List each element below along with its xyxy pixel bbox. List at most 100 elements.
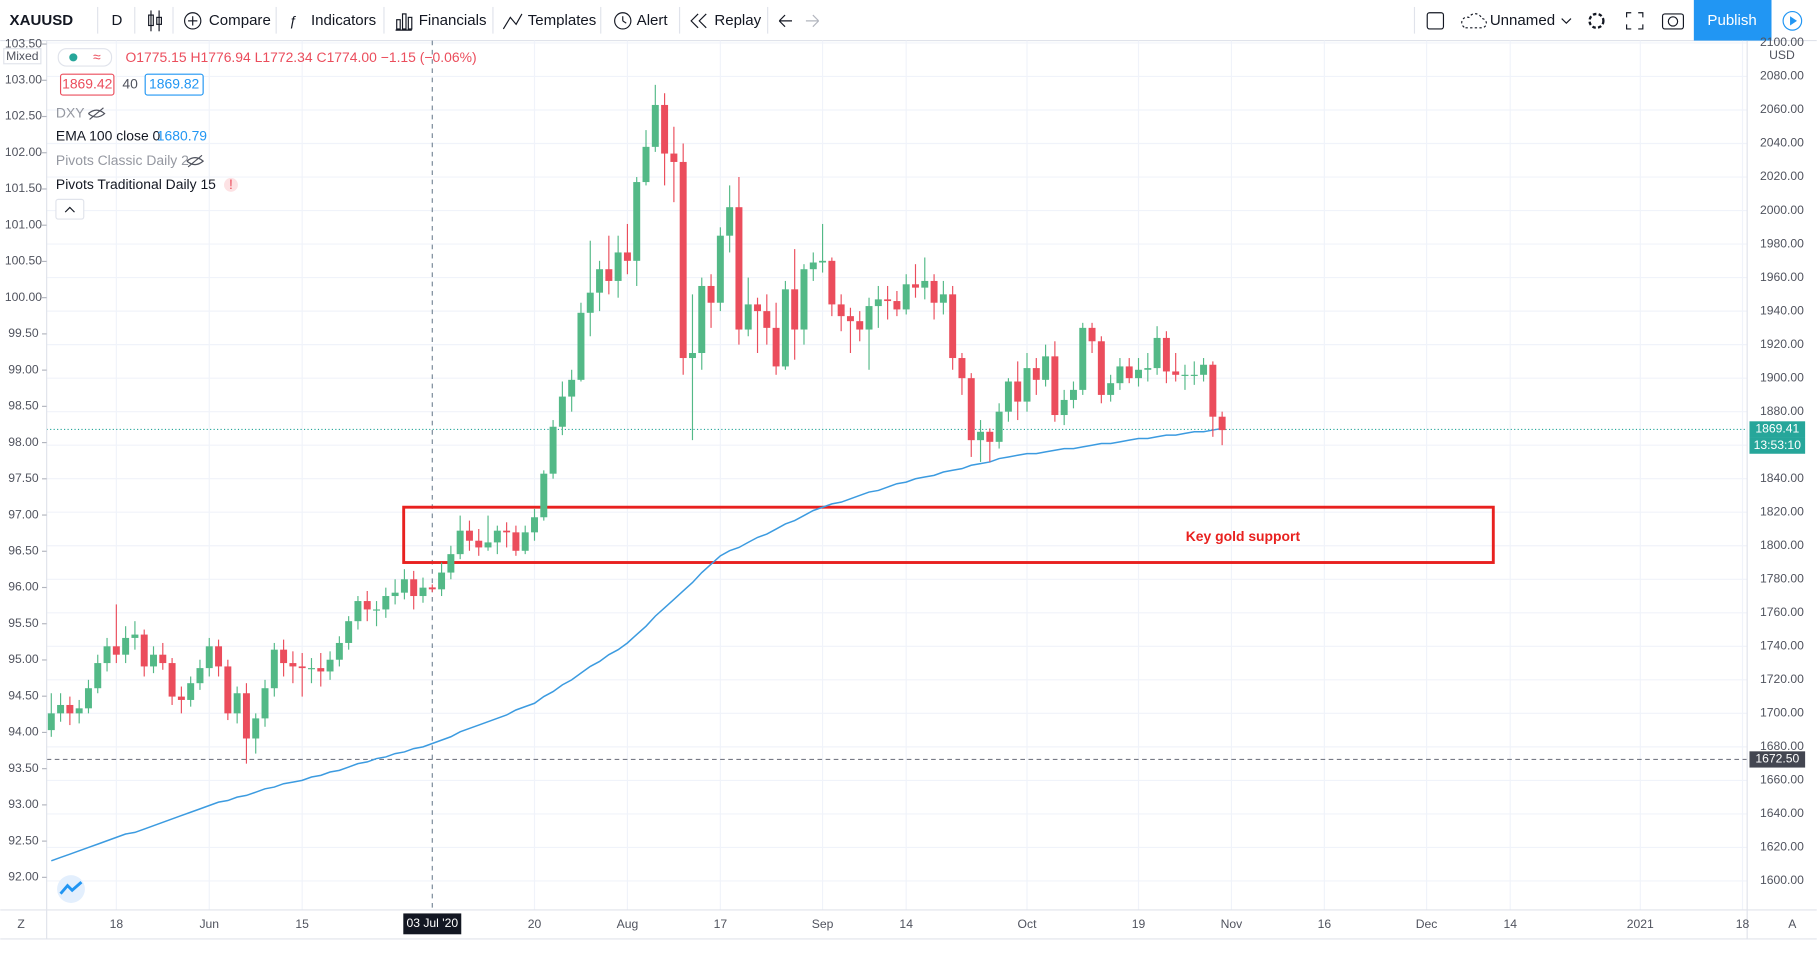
y-tick-label: 1700.00 xyxy=(1760,706,1804,720)
replay-button[interactable]: Replay xyxy=(714,12,761,29)
financials-button[interactable]: Financials xyxy=(419,12,487,29)
templates-button[interactable]: Templates xyxy=(528,12,597,29)
hidden-icon[interactable] xyxy=(88,107,106,120)
y-tick-label: 1800.00 xyxy=(1760,538,1804,552)
y-tick-label: 2060.00 xyxy=(1760,102,1804,116)
alert-label: 1672.50 xyxy=(1755,752,1799,766)
layout-button[interactable] xyxy=(1426,12,1445,30)
candle-body xyxy=(549,426,557,474)
ask[interactable]: 1869.82 xyxy=(149,75,200,91)
chart-style-icon[interactable] xyxy=(148,10,162,32)
candle-body xyxy=(586,292,594,313)
compare-icon[interactable] xyxy=(184,12,202,30)
publish-bg[interactable] xyxy=(1693,0,1772,41)
bid[interactable]: 1869.42 xyxy=(62,75,113,91)
interval[interactable]: D xyxy=(112,12,123,29)
symbol[interactable]: XAUUSD xyxy=(10,12,74,29)
y-tick-label: 1960.00 xyxy=(1760,270,1804,284)
y-tick-label: 1940.00 xyxy=(1760,303,1804,317)
candle-body xyxy=(558,396,566,427)
y-left-tick-label: 96.00 xyxy=(8,580,39,594)
undo-button[interactable] xyxy=(778,14,793,28)
candle-body xyxy=(1125,366,1133,379)
candle-body xyxy=(373,609,381,611)
snapshot-button[interactable] xyxy=(1661,13,1684,30)
y-left-tick-label: 92.00 xyxy=(8,870,39,884)
annotation-box xyxy=(402,505,1495,564)
candle-body xyxy=(308,668,315,670)
candle-body xyxy=(428,587,436,590)
candle-body xyxy=(270,649,278,689)
indicator-ema[interactable]: EMA 100 close 0 xyxy=(56,127,161,143)
candle-body xyxy=(280,649,288,664)
bid-box[interactable] xyxy=(59,73,115,96)
candle-body xyxy=(1162,337,1170,372)
y-left-tick-label: 103.00 xyxy=(5,72,42,86)
candle-body xyxy=(1116,366,1124,384)
left-axis-mode[interactable]: Mixed xyxy=(6,49,38,63)
candle-body xyxy=(493,530,501,543)
indicator-dxy[interactable]: DXY xyxy=(56,104,85,120)
ask-box[interactable] xyxy=(144,73,204,96)
layout-menu[interactable] xyxy=(1561,18,1572,25)
candle-body xyxy=(242,693,250,739)
annotation-text: Key gold support xyxy=(1186,528,1301,544)
collapse-legend[interactable] xyxy=(55,198,85,220)
redo-button[interactable] xyxy=(805,14,820,28)
x-tick-label: 18 xyxy=(110,917,124,931)
candle-body xyxy=(651,104,659,147)
y-left-tick-label: 93.00 xyxy=(8,797,39,811)
indicator-pivots-classic[interactable]: Pivots Classic Daily 2 xyxy=(56,152,189,168)
publish-button[interactable]: Publish xyxy=(1707,12,1756,29)
stream-button[interactable] xyxy=(1782,11,1803,31)
candle-body xyxy=(930,280,938,303)
alert-icon[interactable] xyxy=(614,12,632,30)
templates-icon[interactable] xyxy=(502,13,523,30)
alert-button[interactable]: Alert xyxy=(637,12,669,29)
candle-body xyxy=(846,316,854,322)
spread: 40 xyxy=(122,75,138,91)
scale-left-button[interactable]: Z xyxy=(17,917,25,931)
replay-icon[interactable] xyxy=(690,13,707,29)
candle-body xyxy=(465,530,473,541)
candle-body xyxy=(744,304,752,330)
candle-body xyxy=(57,704,65,714)
mode-box[interactable] xyxy=(3,48,42,65)
x-tick-label: 16 xyxy=(1318,917,1332,931)
settings-button[interactable] xyxy=(1588,12,1605,29)
y-left-tick-label: 98.50 xyxy=(8,399,39,413)
candle-body xyxy=(874,299,882,307)
hidden-icon[interactable] xyxy=(186,154,205,168)
tv-logo[interactable] xyxy=(57,875,85,903)
candle-body xyxy=(159,654,167,664)
candle-body xyxy=(986,431,994,442)
indicator-pivots-traditional[interactable]: Pivots Traditional Daily 15 xyxy=(56,176,216,192)
candle-body xyxy=(503,530,511,533)
y-tick-label: 1660.00 xyxy=(1760,773,1804,787)
fullscreen-button[interactable] xyxy=(1626,12,1644,30)
financials-icon[interactable] xyxy=(395,13,413,31)
y-left-tick-label: 94.00 xyxy=(8,725,39,739)
candle-body xyxy=(623,252,631,261)
candle-body xyxy=(642,146,650,183)
candle-body xyxy=(614,252,622,281)
layout-name[interactable]: Unnamed xyxy=(1490,12,1555,29)
auto-scale-button[interactable]: A xyxy=(1788,917,1797,931)
candle-body xyxy=(521,532,529,551)
y-tick-label: 2100.00 xyxy=(1760,35,1804,49)
countdown-label: 13:53:10 xyxy=(1754,438,1802,452)
y-tick-label: 2000.00 xyxy=(1760,203,1804,217)
candle-body xyxy=(949,294,957,359)
y-tick-label: 1740.00 xyxy=(1760,639,1804,653)
y-left-tick-label: 103.50 xyxy=(5,36,42,50)
warning-icon[interactable]: ! xyxy=(229,176,233,192)
legend-high: H1776.94 xyxy=(190,49,251,65)
indicators-button[interactable]: Indicators xyxy=(311,12,376,29)
candle-body xyxy=(1032,368,1040,380)
indicators-icon[interactable]: ƒ xyxy=(289,13,297,29)
compare-button[interactable]: Compare xyxy=(209,12,271,29)
candle-body xyxy=(252,718,260,739)
candle-body xyxy=(661,104,669,154)
candle-body xyxy=(1153,337,1161,369)
